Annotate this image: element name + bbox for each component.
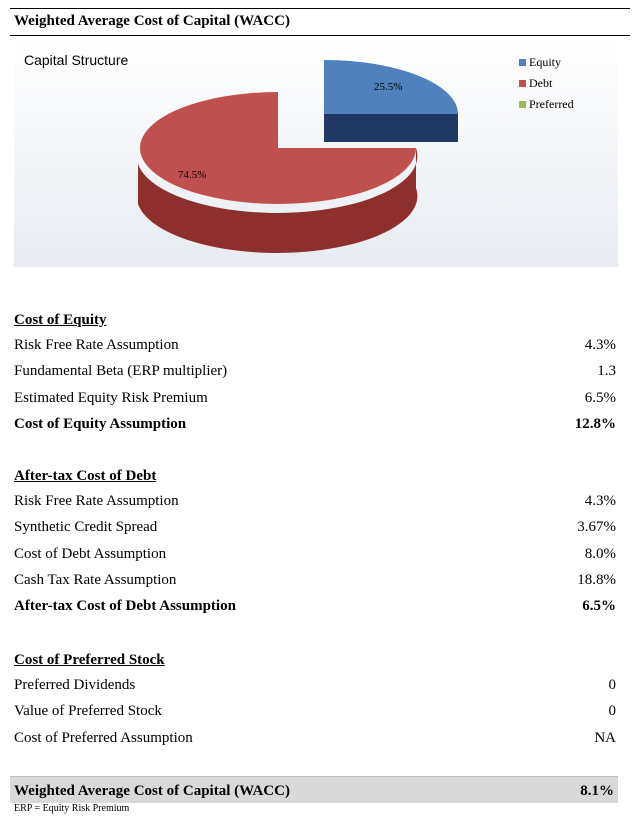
row-label: Cash Tax Rate Assumption [14,571,177,588]
row-value: 0 [608,703,617,720]
pie-slice-equity [324,60,458,114]
legend-swatch-equity [519,59,526,66]
chart-title: Capital Structure [24,52,129,68]
table-row: Risk Free Rate Assumption 4.3% [14,332,616,358]
row-value: 1.3 [597,363,616,380]
row-label: Fundamental Beta (ERP multiplier) [14,363,228,380]
legend-item-equity: Equity [519,52,574,73]
pie-slice-equity-side [324,114,458,142]
row-value: NA [594,729,616,746]
wacc-summary-bar: Weighted Average Cost of Capital (WACC) … [10,776,618,803]
footnote: ERP = Equity Risk Premium [14,803,130,814]
pie-slice-debt-side [138,148,418,253]
row-value: 4.3% [584,493,616,509]
table-row: Estimated Equity Risk Premium 6.5% [14,385,616,411]
total-label: Cost of Equity Assumption [14,415,187,432]
row-label: Cost of Preferred Assumption [14,729,193,746]
wacc-row: Weighted Average Cost of Capital (WACC) … [10,777,618,803]
row-label: Value of Preferred Stock [14,703,162,720]
pie-slice-debt [140,92,416,204]
legend-item-debt: Debt [519,73,574,94]
row-value: 0 [608,677,617,693]
total-row: Cost of Equity Assumption 12.8% [14,411,616,437]
row-label: Synthetic Credit Spread [14,519,158,536]
chart-legend: Equity Debt Preferred [519,52,574,115]
row-label: Cost of Debt Assumption [14,545,167,562]
table-row: Cash Tax Rate Assumption 18.8% [14,567,616,593]
table-row: Preferred Dividends 0 [14,672,616,698]
section-heading: Cost of Equity [14,312,107,328]
wacc-value: 8.1% [580,783,614,799]
page-header: Weighted Average Cost of Capital (WACC) [10,8,630,36]
row-label: Preferred Dividends [14,677,136,693]
row-value: 6.5% [584,389,616,406]
row-value: 3.67% [577,519,616,536]
data-label-equity: 25.5% [374,81,402,93]
page-title: Weighted Average Cost of Capital (WACC) [14,13,290,29]
section-heading: After-tax Cost of Debt [14,468,157,484]
table-row: Risk Free Rate Assumption 4.3% [14,488,616,514]
row-label: Estimated Equity Risk Premium [14,389,208,406]
total-row: After-tax Cost of Debt Assumption 6.5% [14,593,616,619]
table-row: Value of Preferred Stock 0 [14,698,616,724]
cost-of-debt-section: After-tax Cost of Debt Risk Free Rate As… [14,464,616,619]
row-label: Risk Free Rate Assumption [14,337,179,353]
pie-chart-svg: 25.5% 74.5% [138,60,458,253]
cost-of-equity-section: Cost of Equity Risk Free Rate Assumption… [14,308,616,437]
row-value: 8.0% [584,545,616,562]
row-value: 18.8% [577,571,616,588]
data-label-debt: 74.5% [178,169,206,181]
legend-swatch-debt [519,80,526,87]
wacc-label: Weighted Average Cost of Capital (WACC) [14,783,290,799]
legend-label-debt: Debt [529,76,553,90]
table-row: Fundamental Beta (ERP multiplier) 1.3 [14,358,616,384]
table-row: Synthetic Credit Spread 3.67% [14,514,616,540]
total-value: 12.8% [574,415,616,432]
section-heading: Cost of Preferred Stock [14,652,165,668]
row-label: Risk Free Rate Assumption [14,493,179,509]
table-row: Cost of Debt Assumption 8.0% [14,541,616,567]
legend-label-equity: Equity [529,55,561,69]
total-value: 6.5% [582,598,616,615]
legend-label-preferred: Preferred [529,97,574,111]
legend-item-preferred: Preferred [519,94,574,115]
capital-structure-chart: 25.5% 74.5% Capital Structure Equity Deb… [14,40,618,267]
row-value: 4.3% [584,337,616,353]
total-label: After-tax Cost of Debt Assumption [14,598,236,615]
cost-of-preferred-section: Cost of Preferred Stock Preferred Divide… [14,648,616,751]
legend-swatch-preferred [519,101,526,108]
table-row: Cost of Preferred Assumption NA [14,725,616,751]
